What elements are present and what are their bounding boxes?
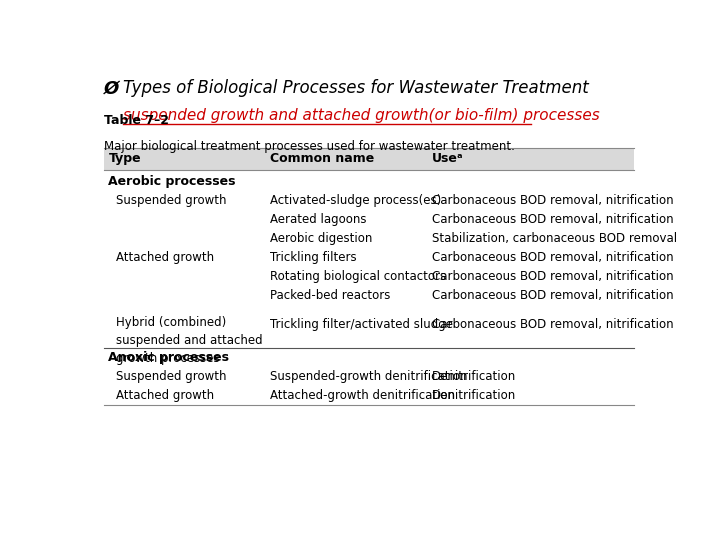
Text: Denitrification: Denitrification bbox=[432, 370, 516, 383]
Text: Denitrification: Denitrification bbox=[432, 389, 516, 402]
Text: Hybrid (combined)
suspended and attached
growth processes: Hybrid (combined) suspended and attached… bbox=[116, 316, 263, 365]
Text: Table 7–2: Table 7–2 bbox=[104, 114, 169, 127]
Text: Carbonaceous BOD removal, nitrification: Carbonaceous BOD removal, nitrification bbox=[432, 213, 674, 226]
Text: Aerobic processes: Aerobic processes bbox=[109, 174, 236, 187]
Text: Carbonaceous BOD removal, nitrification: Carbonaceous BOD removal, nitrification bbox=[432, 318, 674, 330]
Text: Suspended-growth denitrification: Suspended-growth denitrification bbox=[270, 370, 468, 383]
Text: Useᵃ: Useᵃ bbox=[432, 152, 464, 165]
Text: Attached-growth denitrification: Attached-growth denitrification bbox=[270, 389, 455, 402]
Text: Ø: Ø bbox=[104, 79, 120, 97]
Text: Aerobic digestion: Aerobic digestion bbox=[270, 232, 373, 245]
Text: Types of Biological Processes for Wastewater Treatment: Types of Biological Processes for Wastew… bbox=[124, 79, 589, 97]
Text: Carbonaceous BOD removal, nitrification: Carbonaceous BOD removal, nitrification bbox=[432, 289, 674, 302]
Text: Common name: Common name bbox=[270, 152, 374, 165]
Text: Activated-sludge process(es): Activated-sludge process(es) bbox=[270, 194, 441, 207]
Bar bbox=[104, 148, 634, 170]
Text: Type: Type bbox=[109, 152, 141, 165]
Text: Trickling filter/activated sludge: Trickling filter/activated sludge bbox=[270, 318, 453, 330]
Text: Attached growth: Attached growth bbox=[116, 251, 215, 264]
Text: Packed-bed reactors: Packed-bed reactors bbox=[270, 289, 391, 302]
Text: Major biological treatment processes used for wastewater treatment.: Major biological treatment processes use… bbox=[104, 140, 515, 153]
Text: Carbonaceous BOD removal, nitrification: Carbonaceous BOD removal, nitrification bbox=[432, 270, 674, 283]
Text: Carbonaceous BOD removal, nitrification: Carbonaceous BOD removal, nitrification bbox=[432, 251, 674, 264]
Text: Rotating biological contactors: Rotating biological contactors bbox=[270, 270, 446, 283]
Text: Anoxic processes: Anoxic processes bbox=[109, 351, 230, 364]
Text: Aerated lagoons: Aerated lagoons bbox=[270, 213, 366, 226]
Text: Trickling filters: Trickling filters bbox=[270, 251, 357, 264]
Text: Attached growth: Attached growth bbox=[116, 389, 215, 402]
Text: Carbonaceous BOD removal, nitrification: Carbonaceous BOD removal, nitrification bbox=[432, 194, 674, 207]
Text: Suspended growth: Suspended growth bbox=[116, 194, 227, 207]
Text: suspended growth and attached growth(or bio-film) processes: suspended growth and attached growth(or … bbox=[124, 107, 600, 123]
Text: Suspended growth: Suspended growth bbox=[116, 370, 227, 383]
Text: Stabilization, carbonaceous BOD removal: Stabilization, carbonaceous BOD removal bbox=[432, 232, 678, 245]
